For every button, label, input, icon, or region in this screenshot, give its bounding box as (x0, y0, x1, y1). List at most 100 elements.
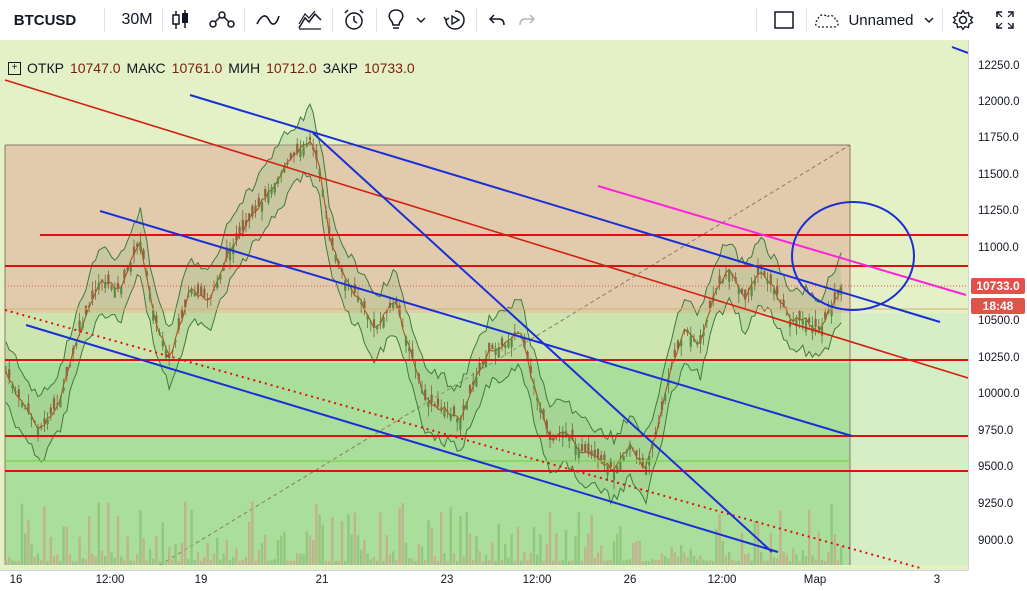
candle-body (814, 318, 817, 328)
volume-bar (388, 554, 392, 565)
volume-bar (692, 555, 696, 565)
candle-body (139, 242, 142, 251)
drawing-tool-icon[interactable] (294, 0, 326, 40)
volume-bar (616, 533, 619, 565)
candle-body (750, 286, 753, 297)
volume-bar (635, 541, 638, 565)
chevron-down-icon[interactable] (412, 0, 430, 40)
candle-body (459, 418, 462, 430)
candle-body (116, 283, 120, 289)
price-chart[interactable] (0, 40, 968, 570)
volume-bar (196, 551, 200, 565)
volume-bar (529, 552, 532, 565)
volume-bar (155, 536, 158, 565)
candle-body (203, 288, 206, 298)
volume-bar (180, 542, 184, 565)
candle-body (206, 297, 209, 299)
settings-icon[interactable] (948, 0, 978, 40)
candle-body (488, 342, 491, 352)
volume-bar (401, 503, 404, 565)
volume-bar (513, 560, 516, 565)
candle-body (536, 397, 539, 401)
volume-bar (203, 556, 206, 565)
candle-body (660, 401, 664, 410)
volume-bar (305, 531, 308, 565)
alert-icon[interactable] (338, 0, 370, 40)
time-axis[interactable] (0, 570, 968, 591)
close-value: 10733.0 (364, 60, 415, 76)
candle-body (27, 403, 30, 413)
volume-bar (558, 560, 561, 565)
candle-body (737, 287, 740, 294)
volume-bar (168, 547, 171, 565)
indicators-icon[interactable] (206, 0, 238, 40)
candle-body (232, 245, 235, 255)
candle-body (622, 455, 625, 462)
volume-bar (328, 561, 331, 565)
candle-body (801, 320, 804, 325)
idea-icon[interactable] (382, 0, 410, 40)
legend-icon[interactable]: + (8, 61, 21, 75)
volume-bar (235, 548, 238, 565)
candle-body (158, 332, 161, 335)
volume-bar (94, 556, 97, 565)
candle-body (65, 366, 68, 377)
symbol-search-button[interactable]: BTCUSD (13, 11, 77, 29)
undo-icon[interactable] (484, 0, 510, 40)
candle-body (641, 457, 644, 467)
candle-body (708, 300, 712, 309)
volume-bar (395, 559, 398, 565)
price-tick-label: 10000.0 (978, 388, 1020, 400)
expand-icon[interactable] (990, 0, 1020, 40)
volume-bar (500, 559, 504, 565)
price-tick-label: 11250.0 (978, 205, 1019, 217)
candles-icon[interactable] (168, 0, 194, 40)
candle-body (753, 280, 756, 285)
replay-icon[interactable] (440, 0, 470, 40)
volume-bar (254, 560, 257, 565)
candle-body (619, 461, 622, 472)
redo-icon[interactable] (514, 0, 540, 40)
volume-bar (126, 536, 129, 565)
candle-body (520, 334, 523, 337)
volume-bar (280, 535, 283, 565)
volume-bar (171, 559, 174, 565)
volume-bar (609, 559, 612, 565)
price-tick-label: 11750.0 (978, 132, 1019, 144)
volume-bar (488, 560, 491, 565)
layout-name-button[interactable]: Unnamed (848, 11, 914, 29)
volume-bar (344, 560, 347, 565)
cloud-icon[interactable] (812, 0, 842, 40)
line-tool-icon[interactable] (252, 0, 284, 40)
candle-body (72, 347, 75, 354)
volume-bar (699, 555, 702, 565)
candle-body (481, 361, 484, 365)
candle-body (587, 443, 590, 455)
volume-bar (385, 535, 388, 565)
candle-body (81, 323, 84, 328)
volume-bar (216, 537, 219, 565)
candle-body (452, 406, 456, 416)
volume-bar (731, 559, 734, 565)
candle-body (561, 431, 564, 439)
candle-body (433, 403, 436, 405)
fullscreen-box-icon[interactable] (770, 0, 798, 40)
chevron-down-icon[interactable] (920, 0, 938, 40)
volume-bar (104, 555, 107, 565)
volume-bar (161, 522, 164, 565)
candle-body (401, 325, 404, 327)
candle-body (238, 226, 241, 236)
volume-bar (705, 560, 708, 565)
candle-body (340, 268, 344, 272)
volume-bar (20, 503, 24, 565)
candle-body (382, 317, 385, 328)
volume-bar (539, 534, 542, 565)
interval-button[interactable]: 30M (121, 11, 153, 28)
volume-bar (683, 552, 686, 565)
volume-bar (267, 560, 270, 565)
candle-body (763, 270, 766, 276)
volume-bar (766, 560, 769, 565)
candle-body (411, 349, 414, 358)
candle-body (404, 336, 408, 346)
candle-body (584, 444, 587, 453)
